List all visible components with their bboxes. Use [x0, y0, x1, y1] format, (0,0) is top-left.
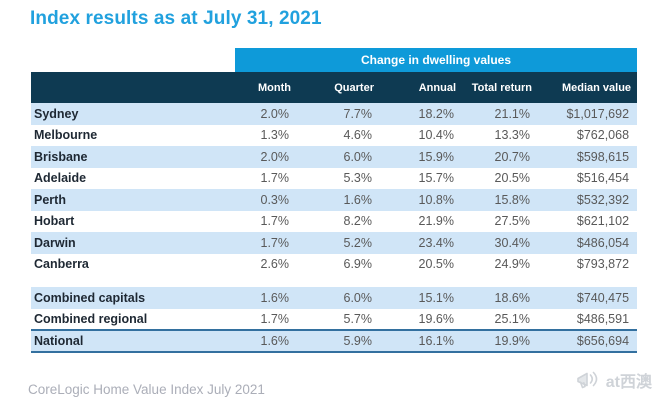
summary-rows: Combined capitals 1.6% 6.0% 15.1% 18.6% … [31, 275, 638, 353]
row-value-median: $532,392 [538, 189, 638, 211]
row-value-month: 1.3% [260, 128, 290, 143]
row-value-median: $598,615 [538, 146, 638, 168]
table-row: Darwin 1.7% 5.2% 23.4% 30.4% $486,054 [31, 232, 638, 254]
row-label: Melbourne [34, 128, 98, 143]
col-header-quarter: Quarter [297, 72, 380, 103]
source-caption: CoreLogic Home Value Index July 2021 [28, 382, 265, 397]
results-table-container: Change in dwelling values Month Quarter … [31, 48, 638, 353]
watermark-text: at西澳 [605, 374, 652, 391]
row-value-quarter: 5.3% [343, 171, 373, 186]
row-value-month: 1.6% [235, 287, 297, 309]
table-row: Combined regional 1.7% 5.7% 19.6% 25.1% … [31, 309, 637, 331]
row-value-total-return: 27.5% [494, 214, 530, 229]
table-row: Sydney 2.0% 7.7% 18.2% 21.1% $1,017,692 [31, 103, 638, 125]
col-header-month: Month [235, 72, 297, 103]
header-corner-cell [31, 72, 235, 103]
row-value-month: 1.7% [235, 232, 297, 254]
row-value-median: $1,017,692 [538, 103, 638, 125]
row-value-median: $621,102 [576, 214, 630, 229]
row-value-median: $762,068 [576, 128, 630, 143]
row-value-quarter: 7.7% [297, 103, 380, 125]
table-row: Canberra 2.6% 6.9% 20.5% 24.9% $793,872 [31, 254, 637, 276]
row-value-month: 1.7% [260, 214, 290, 229]
row-value-month: 1.7% [260, 171, 290, 186]
row-value-quarter: 5.9% [297, 329, 380, 353]
table-row: Hobart 1.7% 8.2% 21.9% 27.5% $621,102 [31, 211, 637, 233]
row-label: Brisbane [31, 146, 235, 168]
col-header-annual: Annual [380, 72, 462, 103]
row-label: National [31, 329, 235, 353]
row-value-total-return: 18.6% [462, 287, 538, 309]
row-value-annual: 20.5% [418, 257, 454, 272]
row-value-month: 2.0% [235, 103, 297, 125]
table-row: Brisbane 2.0% 6.0% 15.9% 20.7% $598,615 [31, 146, 638, 168]
row-value-median: $486,054 [538, 232, 638, 254]
row-value-quarter: 6.0% [297, 287, 380, 309]
megaphone-icon [575, 369, 601, 391]
row-value-quarter: 5.2% [297, 232, 380, 254]
table-row: National 1.6% 5.9% 16.1% 19.9% $656,694 [31, 329, 638, 353]
results-table: Change in dwelling values Month Quarter … [31, 48, 638, 353]
row-value-total-return: 24.9% [494, 257, 530, 272]
row-value-annual: 10.4% [418, 128, 454, 143]
page-title: Index results as at July 31, 2021 [30, 8, 322, 29]
row-label: Sydney [31, 103, 235, 125]
row-label: Combined regional [34, 311, 148, 326]
row-label: Combined capitals [31, 287, 235, 309]
row-value-total-return: 20.7% [462, 146, 538, 168]
row-value-annual: 10.8% [380, 189, 462, 211]
watermark: at西澳 [575, 368, 652, 392]
table-banner: Change in dwelling values [235, 48, 638, 72]
row-value-median: $516,454 [576, 171, 630, 186]
row-value-month: 2.6% [260, 257, 290, 272]
row-value-median: $656,694 [538, 329, 638, 353]
row-value-month: 2.0% [235, 146, 297, 168]
row-value-median: $793,872 [576, 257, 630, 272]
banner-row: Change in dwelling values [31, 48, 638, 72]
row-value-quarter: 8.2% [343, 214, 373, 229]
table-row: Adelaide 1.7% 5.3% 15.7% 20.5% $516,454 [31, 168, 637, 190]
city-rows: Sydney 2.0% 7.7% 18.2% 21.1% $1,017,692 … [31, 103, 638, 276]
section-gap-row [31, 275, 638, 287]
table-row: Melbourne 1.3% 4.6% 10.4% 13.3% $762,068 [31, 125, 637, 147]
row-value-annual: 16.1% [380, 329, 462, 353]
row-value-month: 1.7% [260, 311, 290, 326]
row-value-annual: 15.9% [380, 146, 462, 168]
row-value-quarter: 5.7% [343, 311, 373, 326]
row-value-annual: 21.9% [418, 214, 454, 229]
row-value-annual: 15.7% [418, 171, 454, 186]
row-value-median: $486,591 [576, 311, 630, 326]
row-value-annual: 15.1% [380, 287, 462, 309]
row-value-total-return: 13.3% [494, 128, 530, 143]
row-value-annual: 19.6% [418, 311, 454, 326]
row-label: Darwin [31, 232, 235, 254]
row-value-total-return: 25.1% [494, 311, 530, 326]
row-value-median: $740,475 [538, 287, 638, 309]
row-value-total-return: 19.9% [462, 329, 538, 353]
row-value-quarter: 4.6% [343, 128, 373, 143]
row-value-total-return: 21.1% [462, 103, 538, 125]
row-label: Canberra [34, 257, 89, 272]
row-value-annual: 23.4% [380, 232, 462, 254]
col-header-total-return: Total return [462, 72, 538, 103]
col-header-median-value: Median value [538, 72, 638, 103]
row-value-total-return: 20.5% [494, 171, 530, 186]
row-value-total-return: 30.4% [462, 232, 538, 254]
table-row: Perth 0.3% 1.6% 10.8% 15.8% $532,392 [31, 189, 638, 211]
banner-spacer [31, 48, 235, 72]
row-value-month: 0.3% [235, 189, 297, 211]
row-label: Perth [31, 189, 235, 211]
table-row: Combined capitals 1.6% 6.0% 15.1% 18.6% … [31, 287, 638, 309]
row-value-quarter: 6.9% [343, 257, 373, 272]
column-header-row: Month Quarter Annual Total return Median… [31, 72, 638, 103]
row-label: Hobart [34, 214, 75, 229]
row-value-month: 1.6% [235, 329, 297, 353]
row-value-annual: 18.2% [380, 103, 462, 125]
row-value-quarter: 6.0% [297, 146, 380, 168]
row-value-total-return: 15.8% [462, 189, 538, 211]
row-value-quarter: 1.6% [297, 189, 380, 211]
row-label: Adelaide [34, 171, 87, 186]
